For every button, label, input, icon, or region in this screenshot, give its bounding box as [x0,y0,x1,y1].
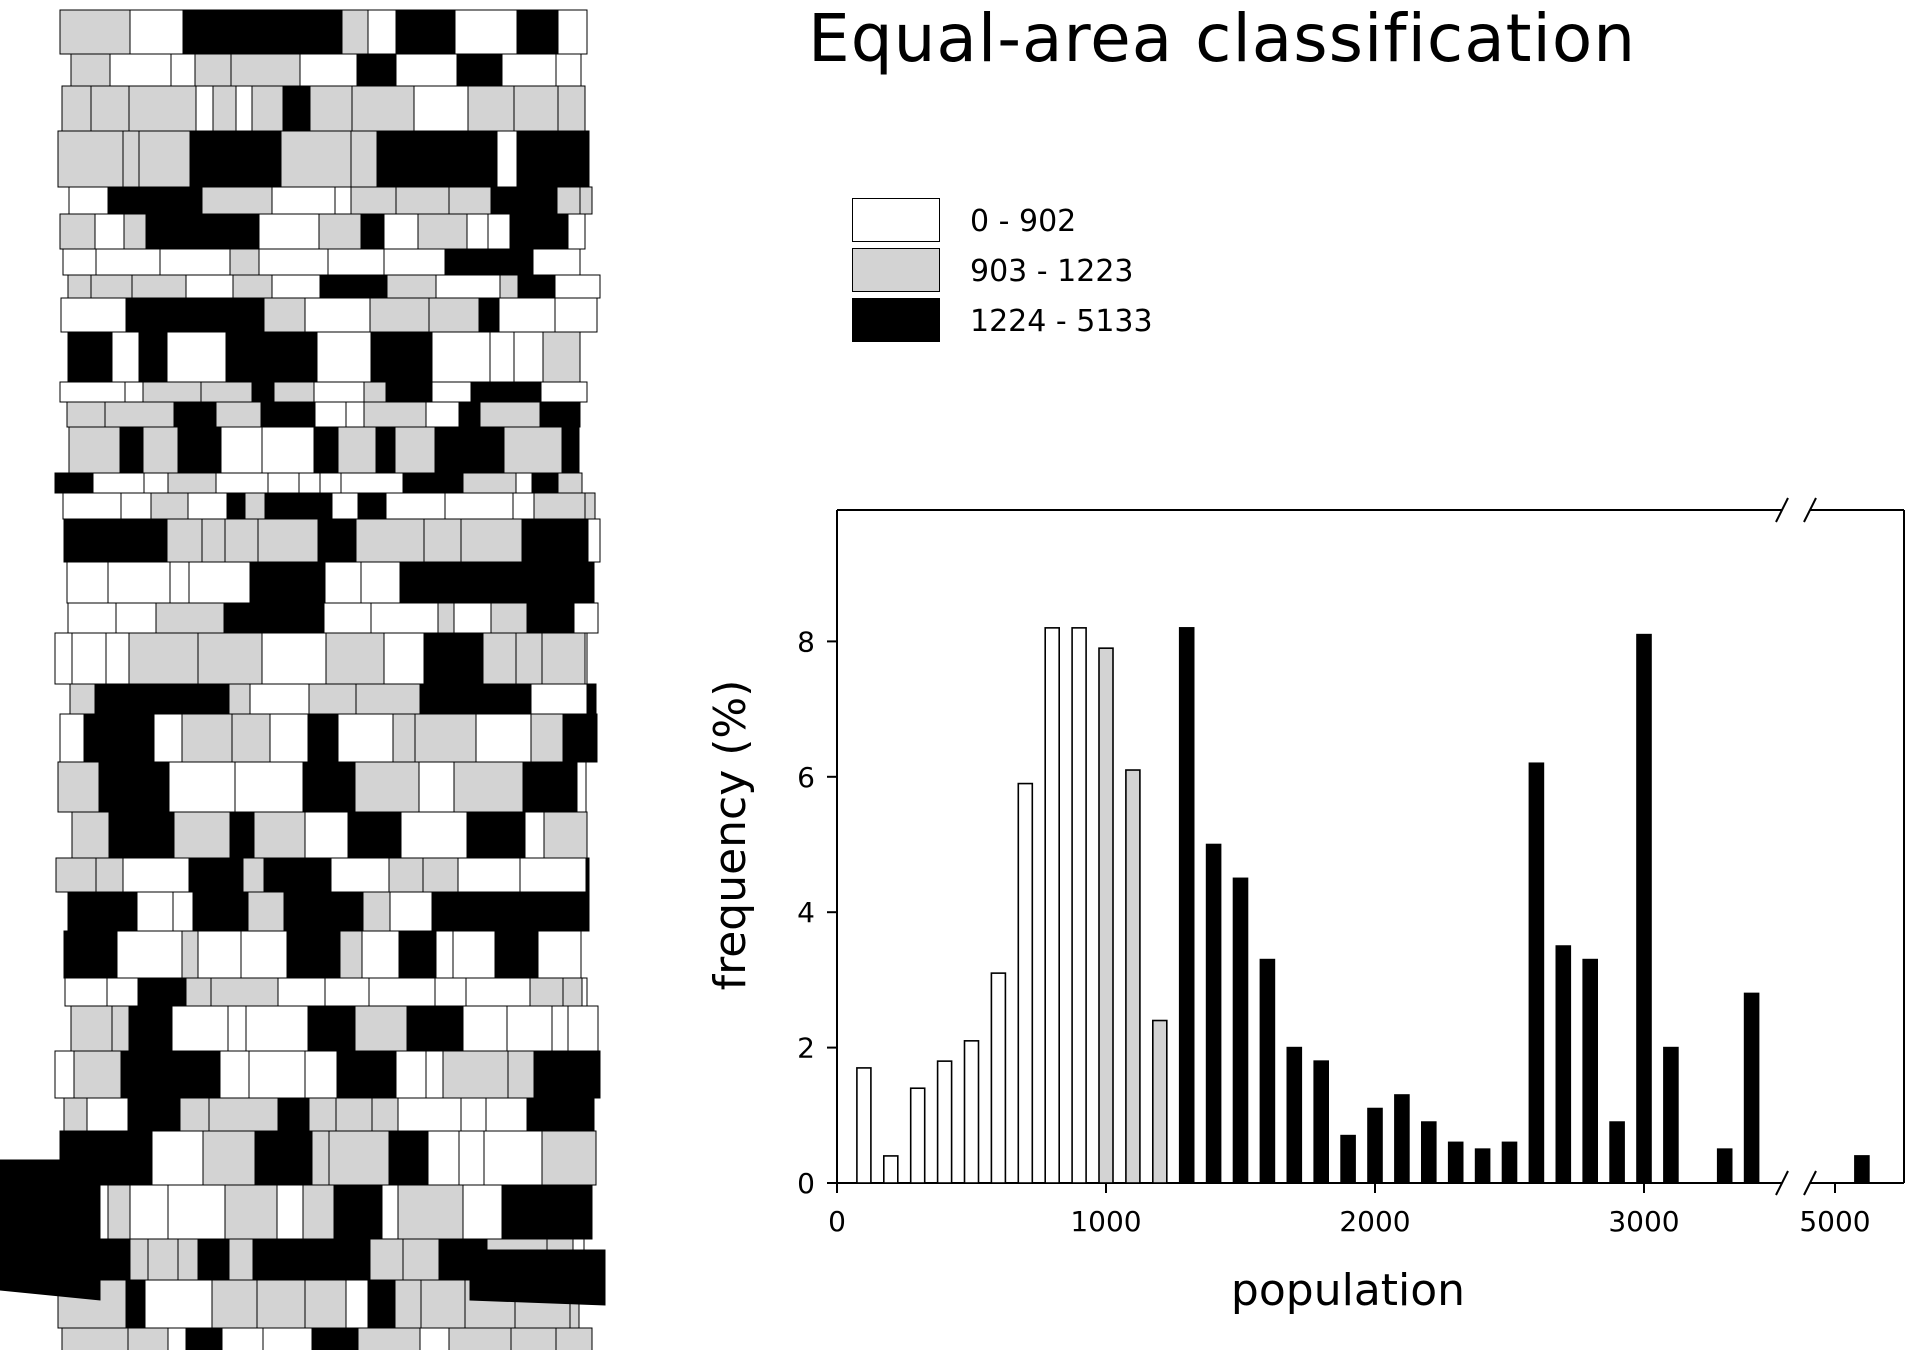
y-tick-label: 0 [797,1167,815,1200]
histogram-bar [1743,992,1760,1184]
y-tick-label: 8 [797,625,815,658]
histogram-bar [1044,627,1060,1184]
histogram-bar [909,1087,926,1184]
histogram-bar [1501,1141,1518,1184]
legend-label: 0 - 902 [970,204,1077,239]
legend-item: 903 - 1223 [852,248,1252,294]
histogram-bar [1854,1155,1870,1184]
histogram-bar [1125,769,1141,1184]
histogram-bar [1205,843,1222,1184]
legend-label: 903 - 1223 [970,254,1134,289]
histogram-bar [1232,877,1249,1184]
histogram-bar [1663,1046,1679,1184]
histogram-bar [1528,762,1545,1184]
legend-swatch [852,198,940,242]
histogram-bar [1313,1060,1329,1184]
histogram-bar [856,1067,872,1184]
y-tick-label: 6 [797,761,815,794]
histogram-bar [1474,1148,1491,1184]
x-tick-label: 0 [828,1205,846,1238]
y-tick-label: 2 [797,1032,815,1065]
histogram-bar [1609,1121,1625,1184]
histogram-bar [1447,1141,1464,1184]
histogram-bar [936,1060,953,1184]
legend-swatch [852,248,940,292]
legend-swatch [852,298,940,342]
histogram-bar [1286,1046,1303,1184]
x-tick-label: 1000 [1070,1205,1141,1238]
histogram-bar [1178,627,1195,1184]
chart-bars [856,627,1870,1184]
legend-item: 0 - 902 [852,198,1252,244]
x-tick-label: 5000 [1799,1205,1870,1238]
histogram-bar [1421,1121,1437,1184]
histogram-bar [1098,647,1114,1184]
histogram-bar [1636,633,1652,1184]
histogram-bar [1394,1094,1410,1184]
histogram-bar [1555,945,1572,1184]
histogram-bar [1152,1019,1168,1184]
histogram-bar [882,1155,899,1184]
x-tick-label: 2000 [1339,1205,1410,1238]
histogram-bar [1340,1134,1356,1184]
histogram-bar [963,1040,980,1184]
legend-item: 1224 - 5133 [852,298,1252,344]
histogram-bar [1367,1107,1383,1184]
y-axis-label: frequency (%) [705,680,756,991]
x-tick-label: 3000 [1608,1205,1679,1238]
page-title: Equal-area classification [808,0,1637,77]
legend-label: 1224 - 5133 [970,304,1153,339]
x-axis-label: population [1231,1265,1465,1316]
histogram-bar [1017,782,1034,1184]
histogram-bar [990,972,1007,1184]
histogram-bar [1259,958,1276,1184]
y-tick-label: 4 [797,896,815,929]
choropleth-map [0,9,606,1350]
histogram-bar [1582,958,1598,1184]
histogram-bar [1071,627,1087,1184]
chart-ticks: 0 2 4 6 8 0 1000 2000 3000 5000 [797,625,1870,1238]
histogram-bar [1716,1148,1733,1184]
